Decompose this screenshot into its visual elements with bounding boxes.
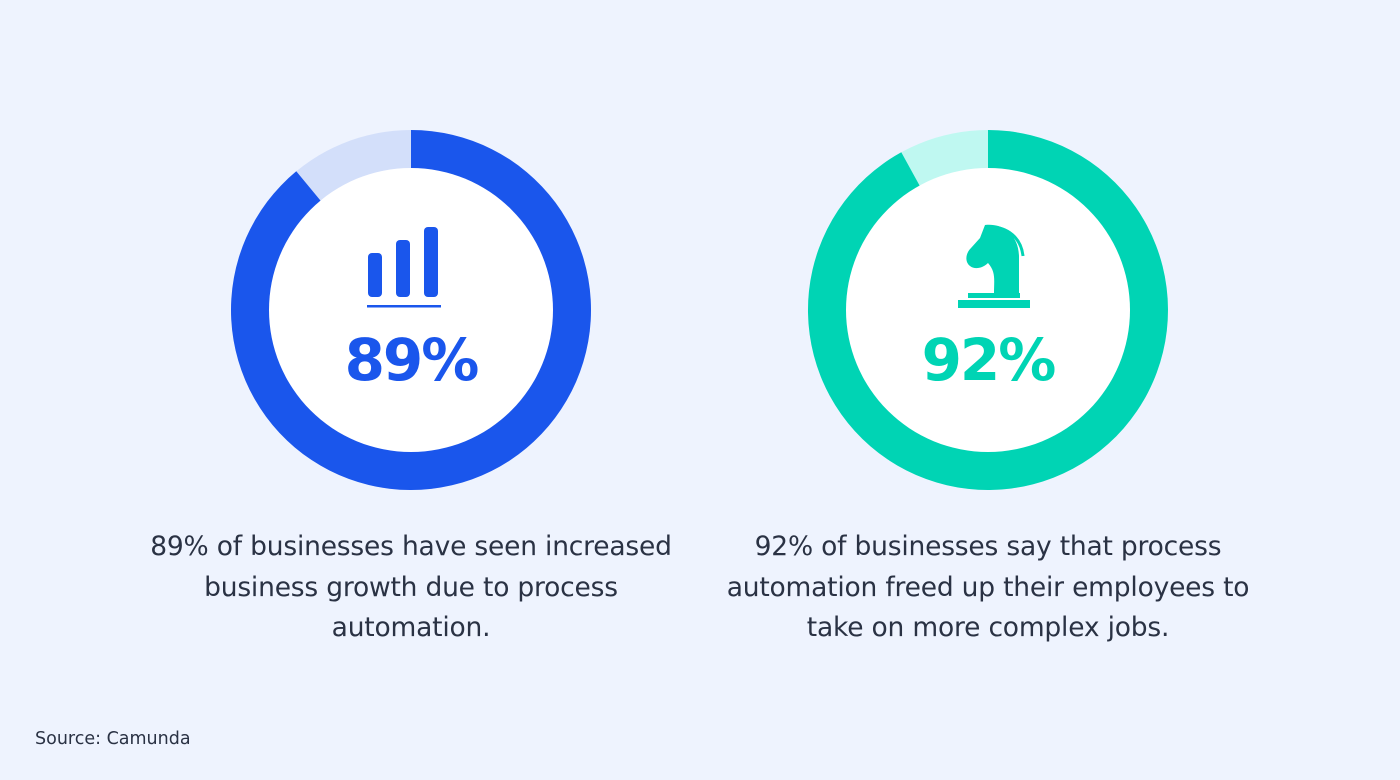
percent-label-growth: 89%	[345, 326, 479, 394]
donut-center-growth	[269, 168, 553, 452]
donut-svg-employees: 92%	[807, 130, 1168, 490]
chess-knight-icon	[958, 224, 1030, 308]
donut-center-employees	[846, 168, 1130, 452]
donut-chart-growth: 89%	[230, 130, 591, 490]
donut-svg-growth: 89%	[230, 130, 591, 490]
donut-chart-employees: 92%	[807, 130, 1168, 490]
description-growth: 89% of businesses have seen increased bu…	[150, 531, 672, 643]
stat-card-employees: 92% 92% of businesses say that process a…	[708, 0, 1268, 700]
source-note: Source: Camunda	[35, 729, 191, 749]
bar-chart-icon	[367, 227, 441, 308]
percent-label-employees: 92%	[922, 326, 1056, 394]
stat-card-growth: 89% 89% of businesses have seen increase…	[131, 0, 691, 700]
description-employees: 92% of businesses say that process autom…	[726, 531, 1250, 643]
